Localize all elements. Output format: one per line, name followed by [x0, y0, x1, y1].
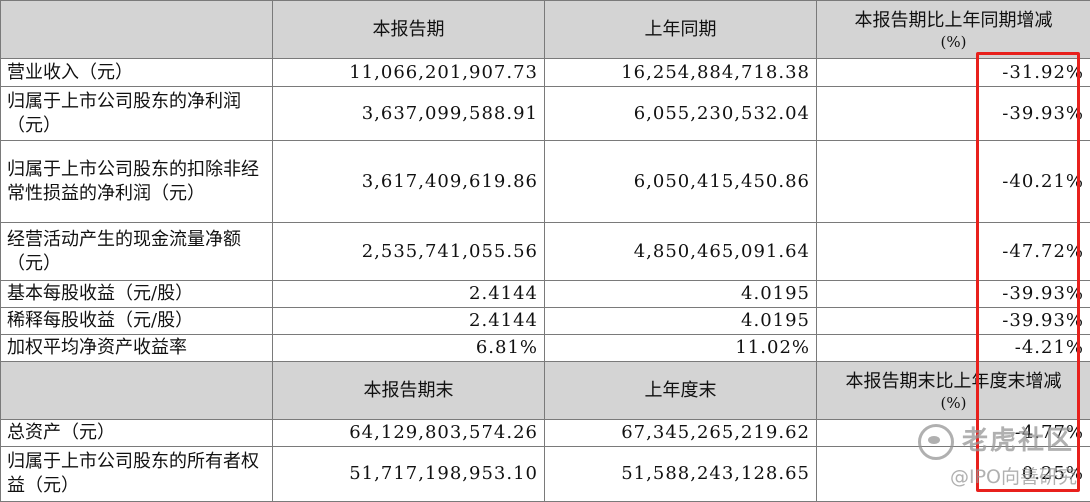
row-label: 经营活动产生的现金流量净额（元） — [1, 223, 273, 281]
change-value: -4.21% — [817, 335, 1090, 362]
header-empty-cell — [1, 362, 273, 420]
header-period-end: 本报告期末 — [273, 362, 545, 420]
change-value: -39.93% — [817, 308, 1090, 335]
prior-value: 6,055,230,532.04 — [545, 87, 817, 141]
row-label: 总资产（元） — [1, 420, 273, 447]
row-label: 归属于上市公司股东的净利润（元） — [1, 87, 273, 141]
current-value: 2,535,741,055.56 — [273, 223, 545, 281]
header-change-label: 本报告期末比上年度末增减 — [846, 371, 1062, 392]
table-header-row: 本报告期末 上年度末 本报告期末比上年度末增减 (%) — [1, 362, 1090, 420]
header-change-label: 本报告期比上年同期增减 — [855, 10, 1053, 31]
table-row: 营业收入（元） 11,066,201,907.73 16,254,884,718… — [1, 59, 1090, 87]
prior-value: 6,050,415,450.86 — [545, 141, 817, 223]
header-change-percent: 本报告期比上年同期增减 (%) — [817, 1, 1090, 59]
header-change-unit: (%) — [823, 33, 1084, 51]
row-label: 稀释每股收益（元/股） — [1, 308, 273, 335]
row-label: 归属于上市公司股东的扣除非经常性损益的净利润（元） — [1, 141, 273, 223]
table-row: 稀释每股收益（元/股） 2.4144 4.0195 -39.93% — [1, 308, 1090, 335]
header-current-period: 本报告期 — [273, 1, 545, 59]
prior-value: 51,588,243,128.65 — [545, 447, 817, 502]
current-value: 51,717,198,953.10 — [273, 447, 545, 502]
change-value: -40.21% — [817, 141, 1090, 223]
row-label: 归属于上市公司股东的所有者权益（元） — [1, 447, 273, 502]
change-value: 0.25% — [817, 447, 1090, 502]
header-prior-year-end: 上年度末 — [545, 362, 817, 420]
table-header-row: 本报告期 上年同期 本报告期比上年同期增减 (%) — [1, 1, 1090, 59]
current-value: 64,129,803,574.26 — [273, 420, 545, 447]
prior-value: 4,850,465,091.64 — [545, 223, 817, 281]
table-row: 加权平均净资产收益率 6.81% 11.02% -4.21% — [1, 335, 1090, 362]
change-value: -39.93% — [817, 87, 1090, 141]
current-value: 6.81% — [273, 335, 545, 362]
row-label: 加权平均净资产收益率 — [1, 335, 273, 362]
table-row: 归属于上市公司股东的扣除非经常性损益的净利润（元） 3,617,409,619.… — [1, 141, 1090, 223]
current-value: 3,617,409,619.86 — [273, 141, 545, 223]
current-value: 11,066,201,907.73 — [273, 59, 545, 87]
current-value: 2.4144 — [273, 308, 545, 335]
table-row: 总资产（元） 64,129,803,574.26 67,345,265,219.… — [1, 420, 1090, 447]
row-label: 营业收入（元） — [1, 59, 273, 87]
table-row: 基本每股收益（元/股） 2.4144 4.0195 -39.93% — [1, 281, 1090, 308]
row-label: 基本每股收益（元/股） — [1, 281, 273, 308]
prior-value: 67,345,265,219.62 — [545, 420, 817, 447]
header-prior-period: 上年同期 — [545, 1, 817, 59]
current-value: 3,637,099,588.91 — [273, 87, 545, 141]
prior-value: 16,254,884,718.38 — [545, 59, 817, 87]
change-value: -4.77% — [817, 420, 1090, 447]
header-change-unit: (%) — [823, 394, 1084, 412]
change-value: -31.92% — [817, 59, 1090, 87]
header-change-percent-2: 本报告期末比上年度末增减 (%) — [817, 362, 1090, 420]
prior-value: 4.0195 — [545, 308, 817, 335]
header-empty-cell — [1, 1, 273, 59]
table-row: 归属于上市公司股东的所有者权益（元） 51,717,198,953.10 51,… — [1, 447, 1090, 502]
table-row: 经营活动产生的现金流量净额（元） 2,535,741,055.56 4,850,… — [1, 223, 1090, 281]
prior-value: 4.0195 — [545, 281, 817, 308]
table-row: 归属于上市公司股东的净利润（元） 3,637,099,588.91 6,055,… — [1, 87, 1090, 141]
current-value: 2.4144 — [273, 281, 545, 308]
change-value: -47.72% — [817, 223, 1090, 281]
change-value: -39.93% — [817, 281, 1090, 308]
prior-value: 11.02% — [545, 335, 817, 362]
